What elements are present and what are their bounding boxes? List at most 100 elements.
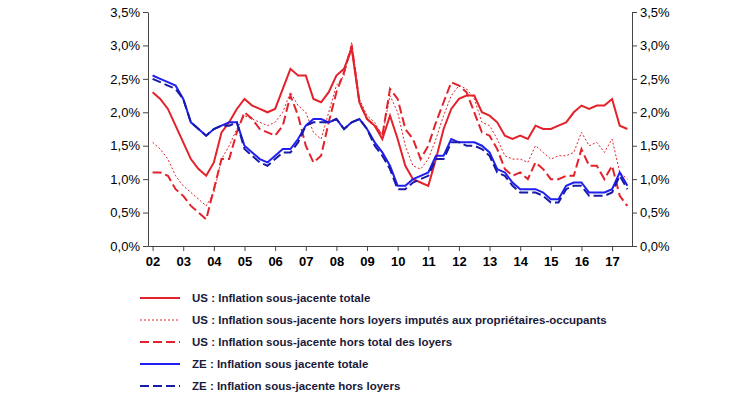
tick-label: 3,5%	[640, 5, 670, 20]
tick-mark	[143, 112, 148, 113]
tick-mark	[143, 179, 148, 180]
axis-line	[632, 13, 633, 247]
tick-mark	[214, 246, 215, 251]
tick-mark	[143, 79, 148, 80]
tick-mark	[336, 246, 337, 251]
tick-label: 1,5%	[110, 138, 140, 153]
tick: 10	[391, 246, 405, 269]
tick-mark	[143, 213, 148, 214]
legend-label: ZE : Inflation sous jacente totale	[192, 358, 368, 370]
tick: 16	[575, 246, 589, 269]
tick-label: 3,0%	[110, 38, 140, 53]
tick-label: 10	[391, 254, 405, 269]
tick-mark	[632, 12, 637, 13]
tick-label: 12	[452, 254, 466, 269]
legend: US : Inflation sous-jacente totale US : I…	[140, 292, 607, 392]
tick-label: 2,5%	[640, 72, 670, 87]
tick: 02	[146, 246, 160, 269]
series-line	[153, 42, 628, 206]
tick: 3,0%	[632, 38, 670, 53]
axis-line	[148, 13, 149, 247]
tick-label: 2,0%	[640, 105, 670, 120]
tick: 14	[513, 246, 528, 269]
tick-label: 07	[299, 254, 313, 269]
tick: 15	[544, 246, 558, 269]
tick-mark	[143, 12, 148, 13]
tick-label: 16	[575, 254, 589, 269]
tick: 2,0%	[632, 105, 670, 120]
legend-label: ZE : Inflation sous-jacente hors loyers	[192, 380, 400, 392]
tick-mark	[612, 246, 613, 251]
tick-mark	[632, 79, 637, 80]
y2-axis: 0,0% 0,5% 1,0% 1,5% 2,0% 2,5% 3,0% 3,5%	[632, 5, 670, 254]
tick: 3,5%	[632, 5, 670, 20]
legend-swatch	[140, 363, 180, 365]
tick-label: 11	[422, 254, 436, 269]
tick-label: 2,5%	[110, 72, 140, 87]
tick-mark	[632, 146, 637, 147]
tick-mark	[275, 246, 276, 251]
tick: 12	[452, 246, 466, 269]
legend-label: US : Inflation sous-jacente hors loyers …	[192, 314, 607, 326]
tick-mark	[367, 246, 368, 251]
tick: 3,5%	[110, 5, 148, 20]
tick-mark	[244, 246, 245, 251]
tick-label: 2,0%	[110, 105, 140, 120]
tick-mark	[632, 246, 637, 247]
series-line	[153, 45, 628, 219]
tick: 07	[299, 246, 313, 269]
tick: 0,5%	[632, 205, 670, 220]
tick-mark	[183, 246, 184, 251]
tick-label: 0,5%	[640, 205, 670, 220]
tick: 3,0%	[110, 38, 148, 53]
tick-mark	[490, 246, 491, 251]
legend-swatch	[140, 320, 180, 321]
tick-label: 15	[544, 254, 558, 269]
tick-label: 02	[146, 254, 160, 269]
plot-area	[153, 42, 628, 219]
tick-label: 13	[483, 254, 497, 269]
tick: 1,5%	[632, 138, 670, 153]
tick: 2,5%	[110, 72, 148, 87]
tick-label: 0,5%	[110, 205, 140, 220]
tick-label: 3,0%	[640, 38, 670, 53]
chart-container: 02 03 04 05 06 07 08 09 10 11 12 13 14 15 16 17 0,0% 0,5%…	[0, 0, 730, 410]
tick-mark	[632, 213, 637, 214]
tick: 0,0%	[110, 239, 148, 254]
tick-label: 03	[176, 254, 190, 269]
x-axis: 02 03 04 05 06 07 08 09 10 11 12 13 14 15 16 17	[146, 246, 633, 269]
tick: 2,5%	[632, 72, 670, 87]
tick-label: 1,0%	[110, 172, 140, 187]
tick-label: 1,0%	[640, 172, 670, 187]
tick: 2,0%	[110, 105, 148, 120]
tick: 11	[422, 246, 436, 269]
tick: 13	[483, 246, 497, 269]
tick-mark	[459, 246, 460, 251]
tick: 1,5%	[110, 138, 148, 153]
tick-mark	[581, 246, 582, 251]
tick-label: 05	[238, 254, 252, 269]
tick-label: 09	[360, 254, 374, 269]
tick-label: 1,5%	[640, 138, 670, 153]
tick-label: 0,0%	[640, 239, 670, 254]
legend-label: US : Inflation sous-jacente totale	[192, 292, 370, 304]
tick-mark	[520, 246, 521, 251]
tick: 0,0%	[632, 239, 670, 254]
axis-line	[149, 246, 633, 247]
tick: 0,5%	[110, 205, 148, 220]
tick-label: 14	[513, 254, 528, 269]
y-axis: 0,0% 0,5% 1,0% 1,5% 2,0% 2,5% 3,0% 3,5%	[110, 5, 148, 254]
tick-label: 06	[268, 254, 282, 269]
tick-mark	[398, 246, 399, 251]
tick-label: 04	[207, 254, 222, 269]
tick-mark	[632, 112, 637, 113]
tick-mark	[632, 179, 637, 180]
tick: 1,0%	[110, 172, 148, 187]
tick: 04	[207, 246, 222, 269]
tick-mark	[632, 45, 637, 46]
tick: 06	[268, 246, 282, 269]
tick-label: 08	[330, 254, 344, 269]
tick-mark	[306, 246, 307, 251]
chart-svg: 02 03 04 05 06 07 08 09 10 11 12 13 14 15 16 17 0,0% 0,5%…	[0, 0, 730, 410]
tick-label: 17	[605, 254, 619, 269]
